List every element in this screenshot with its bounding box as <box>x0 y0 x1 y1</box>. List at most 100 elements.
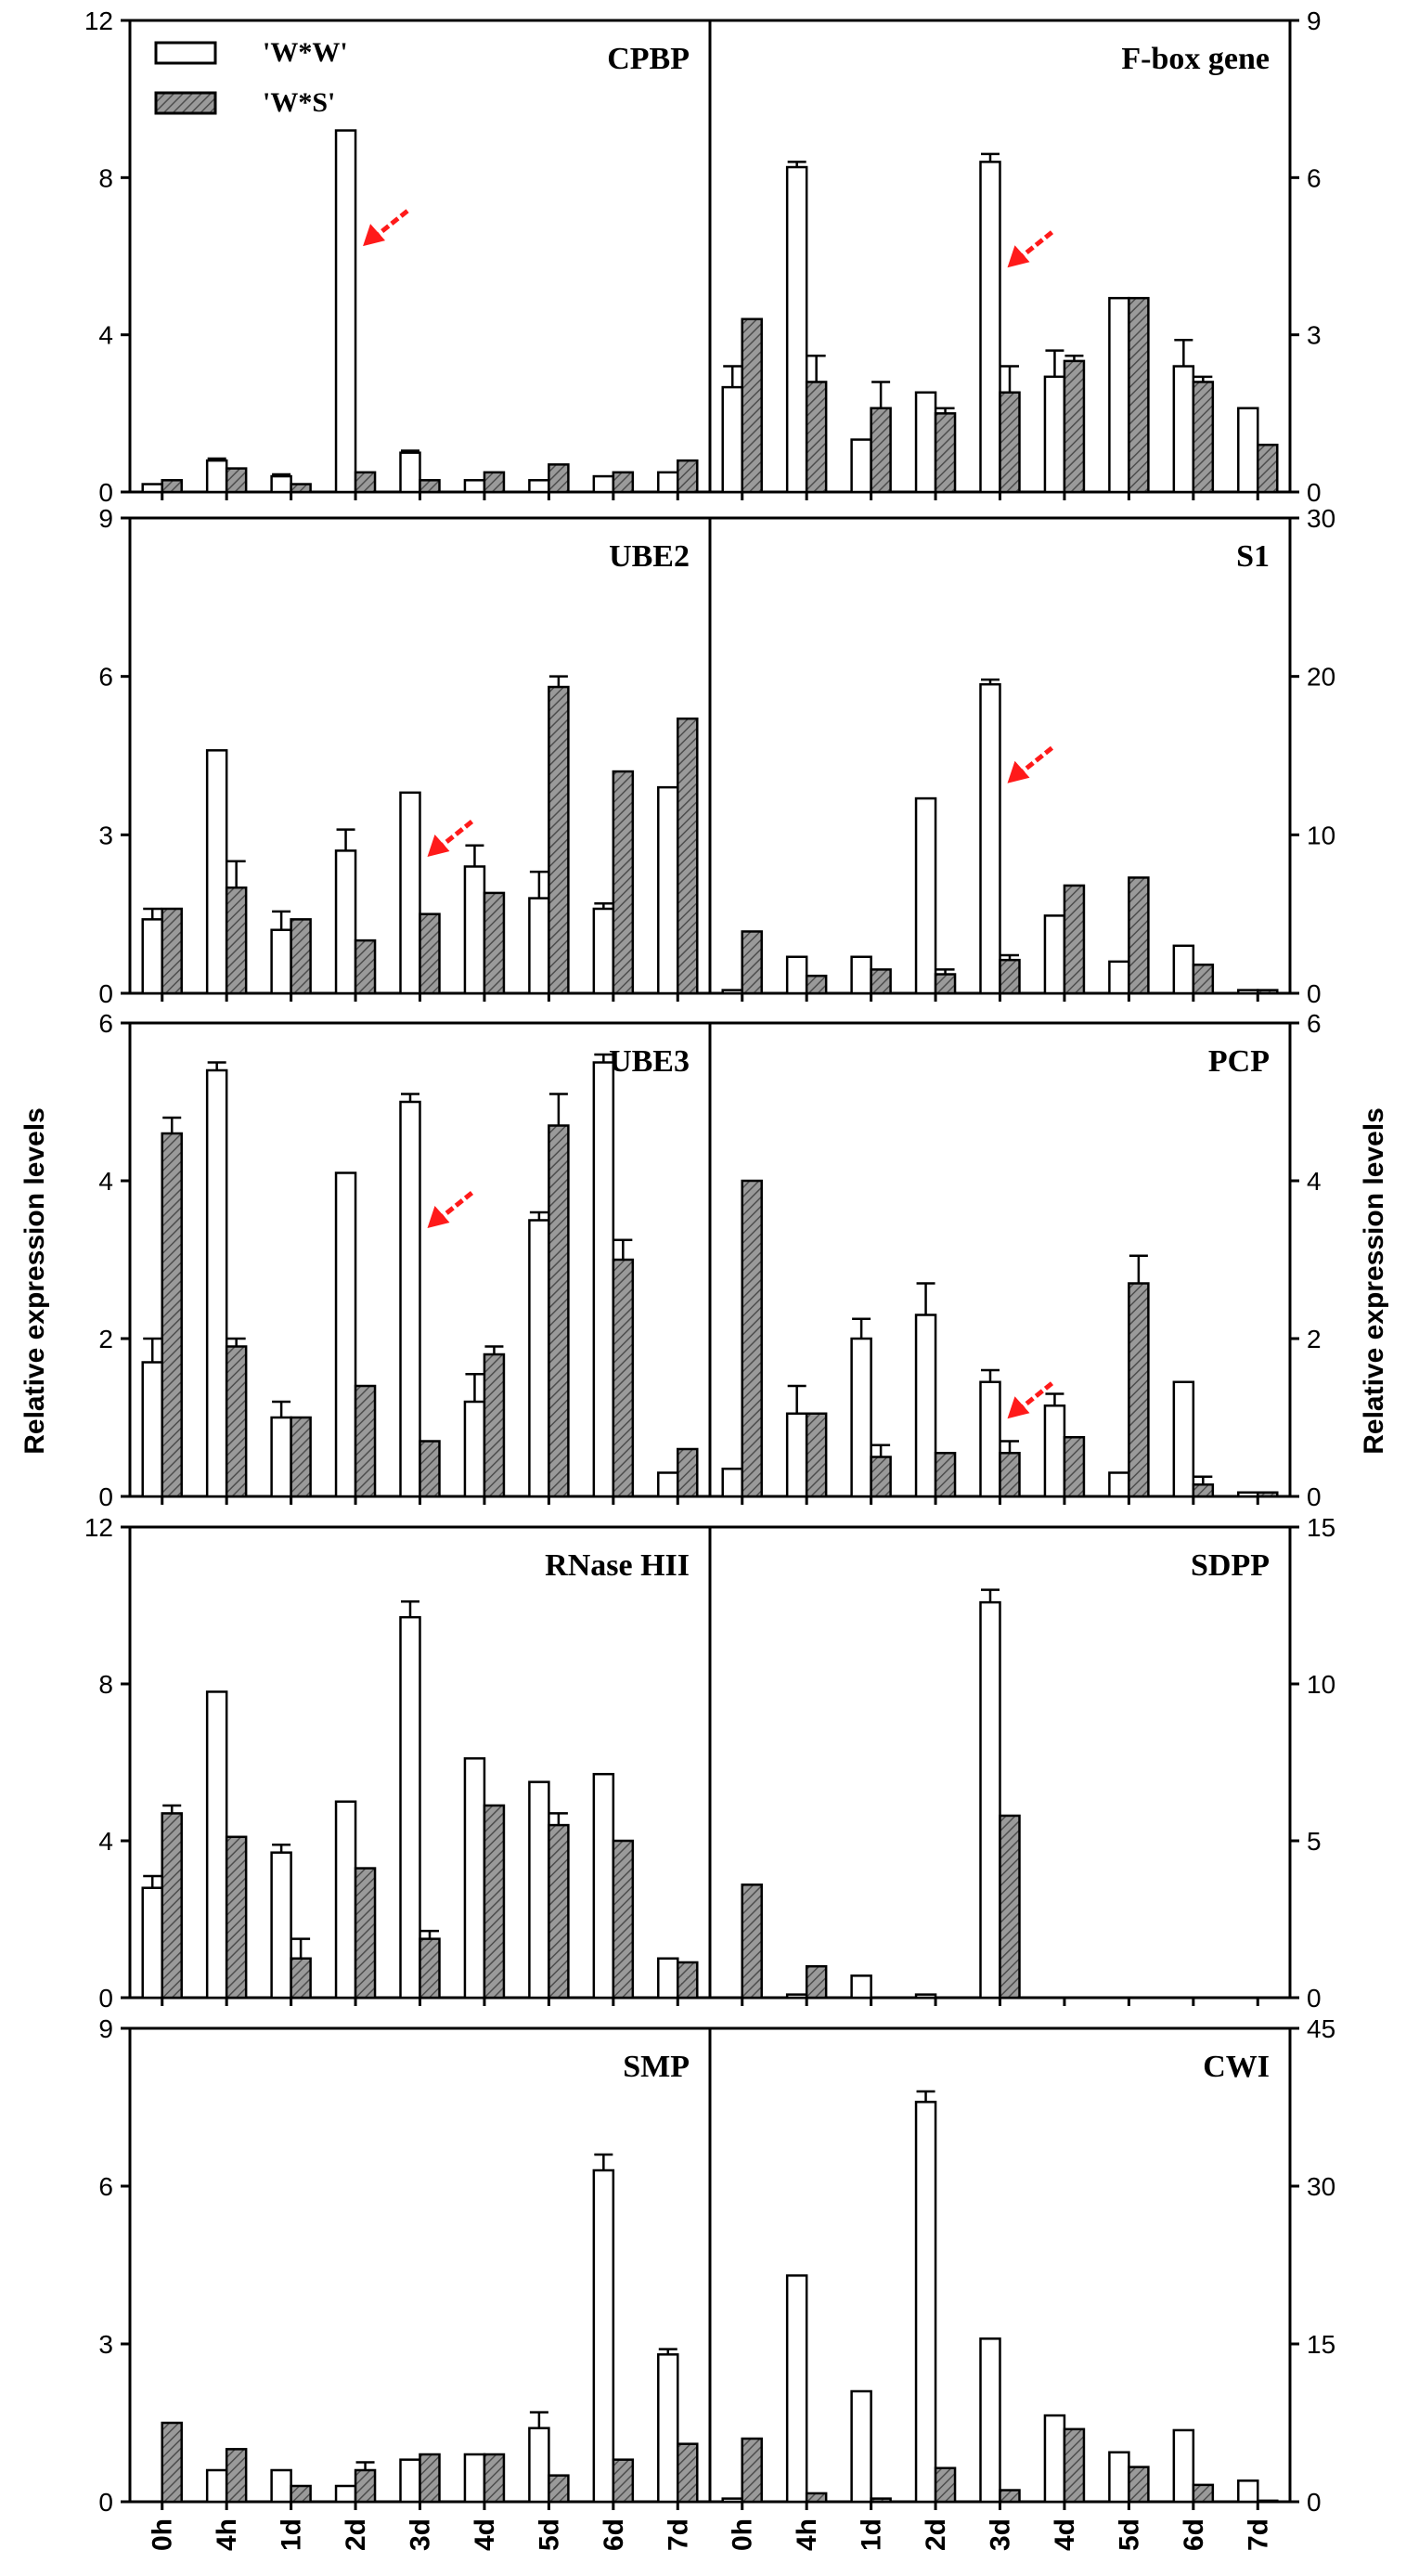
bar-ww-5d <box>528 897 550 995</box>
x-category-label-7d: 7d <box>663 2518 693 2551</box>
bar-ws-1d <box>870 968 892 995</box>
bar-ww-3d <box>979 161 1001 494</box>
arrow-head <box>427 834 450 857</box>
bar-ws-4h <box>225 2448 248 2504</box>
y-tick-label: 6 <box>98 1009 113 1038</box>
x-category-label-7d: 7d <box>1243 2518 1273 2551</box>
bar-ws-1d <box>290 1416 312 1498</box>
panel-sdpp: SDPP 0 5 10 15 <box>708 1513 1335 2013</box>
bar-ws-6d <box>612 1839 635 2000</box>
bar-ww-6d <box>592 2168 615 2504</box>
bar-ws-0h <box>161 1812 183 2000</box>
y-tick-label: 3 <box>1307 321 1322 350</box>
y-tick-label: 0 <box>1307 1482 1322 1511</box>
bar-ws-1d <box>290 918 312 995</box>
bar-ws-1d <box>290 2484 312 2504</box>
legend-label-ws: 'W*S' <box>263 87 335 118</box>
highlight-arrow-icon <box>1007 230 1054 268</box>
bar-ws-3d <box>999 1814 1021 2000</box>
y-tick-label: 0 <box>98 1482 113 1511</box>
bar-ww-4h <box>785 165 808 494</box>
bar-ws-5d <box>1128 296 1150 494</box>
bar-ww-4h <box>785 955 808 995</box>
bar-ww-3d <box>979 2337 1001 2504</box>
bar-ww-1d <box>270 2468 292 2504</box>
bar-ww-7d <box>657 1471 679 1498</box>
bar-ws-6d <box>612 1258 635 1498</box>
bar-ww-4h <box>785 2274 808 2504</box>
y-tick-label: 4 <box>98 1167 113 1196</box>
x-category-label-5d: 5d <box>1114 2518 1144 2551</box>
x-category-label-4d: 4d <box>1050 2518 1080 2551</box>
arrow-head <box>427 1206 450 1228</box>
y-tick-label: 30 <box>1307 2172 1335 2201</box>
bar-ww-6d <box>1172 365 1195 494</box>
bar-ws-0h <box>161 479 183 494</box>
x-category-label-0h: 0h <box>148 2518 178 2551</box>
bar-ww-0h <box>721 385 743 494</box>
bar-ws-4h <box>805 1964 828 2000</box>
bar-ws-0h <box>741 2437 763 2504</box>
bar-ww-2d <box>914 2101 937 2504</box>
bar-ws-4h <box>805 1412 828 1498</box>
bar-ws-2d <box>354 1384 377 1498</box>
bar-ww-6d <box>1172 1380 1195 1498</box>
bar-ww-5d <box>1108 960 1130 995</box>
panel-cwi: CWI 0 15 30 45 <box>708 2014 1335 2517</box>
arrow-head <box>1007 760 1030 783</box>
bar-ww-4h <box>205 459 228 494</box>
x-category-label-3d: 3d <box>986 2518 1016 2551</box>
y-tick-label: 6 <box>98 663 113 692</box>
y-tick-label: 0 <box>98 1984 113 2013</box>
bar-ww-2d <box>334 1171 357 1498</box>
bar-ww-4d <box>1043 914 1066 995</box>
y-tick-label: 9 <box>98 504 113 533</box>
bar-ws-2d <box>934 412 957 494</box>
panel-s1: S1 0 10 20 30 <box>708 504 1335 1008</box>
bar-ww-1d <box>850 2389 872 2504</box>
bar-ws-4h <box>225 1345 248 1498</box>
bar-ww-1d <box>850 955 872 995</box>
bar-ws-1d <box>290 1957 312 2000</box>
bar-ww-4h <box>785 1993 808 2000</box>
panel-ube2: UBE2 0 3 6 9 <box>98 504 712 1008</box>
bar-ws-7d <box>677 717 699 995</box>
bar-ws-0h <box>161 1132 183 1498</box>
bar-ws-7d <box>1257 1491 1279 1498</box>
bar-ws-4h <box>805 381 828 494</box>
y-tick-label: 5 <box>1307 1827 1322 1856</box>
bar-ws-2d <box>934 2466 957 2504</box>
bar-ww-2d <box>334 1800 357 2000</box>
bar-ws-6d <box>612 2458 635 2504</box>
y-tick-label: 4 <box>98 321 113 350</box>
y-tick-label: 6 <box>1307 163 1322 192</box>
bar-ww-6d <box>592 474 615 494</box>
y-tick-label: 45 <box>1307 2014 1335 2043</box>
bar-ww-0h <box>141 483 163 494</box>
bar-ws-4h <box>225 886 248 995</box>
bar-ww-5d <box>1108 1471 1130 1498</box>
x-category-label-1d: 1d <box>857 2518 887 2551</box>
bar-ws-3d <box>999 391 1021 494</box>
bar-ws-2d <box>354 938 377 995</box>
bar-ww-2d <box>914 391 937 494</box>
y-tick-label: 6 <box>1307 1009 1322 1038</box>
y-tick-label: 0 <box>1307 1984 1322 2013</box>
panel-title: UBE2 <box>609 539 690 574</box>
y-tick-label: 3 <box>98 2330 113 2359</box>
bar-ws-2d <box>354 1867 377 2000</box>
bar-ws-4h <box>805 974 828 995</box>
highlight-arrow-icon <box>1007 745 1054 783</box>
y-tick-label: 0 <box>98 478 113 507</box>
bar-ws-6d <box>1192 2483 1215 2504</box>
bar-ws-6d <box>612 770 635 995</box>
bar-ws-5d <box>1128 876 1150 995</box>
x-category-label-3d: 3d <box>406 2518 436 2551</box>
x-category-label-2d: 2d <box>921 2518 951 2551</box>
panel-title: RNase HII <box>545 1548 690 1583</box>
bar-ws-0h <box>161 907 183 995</box>
x-category-label-4d: 4d <box>470 2518 500 2551</box>
highlight-arrow-icon <box>1007 1381 1054 1419</box>
bar-ww-0h <box>141 918 163 995</box>
